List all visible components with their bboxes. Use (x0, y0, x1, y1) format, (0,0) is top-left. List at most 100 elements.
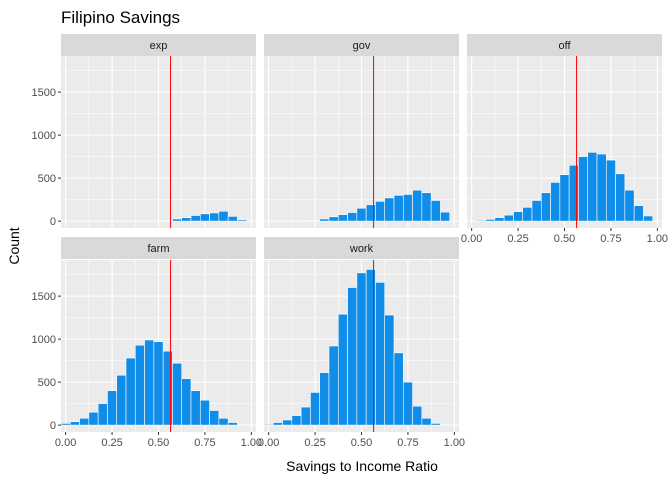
histogram-bar (237, 219, 248, 222)
histogram-bar (209, 410, 220, 426)
histogram-bar (347, 287, 358, 426)
histogram-bar (97, 403, 108, 426)
histogram-bar (605, 159, 616, 222)
histogram-bar (384, 314, 395, 426)
histogram-bar (550, 182, 561, 222)
histogram-bar (402, 381, 413, 426)
x-axis-title: Savings to Income Ratio (286, 458, 438, 474)
histogram-bar (144, 339, 155, 426)
histogram-bar (393, 195, 404, 222)
facet-strip-label: exp (150, 40, 168, 52)
histogram-bar (375, 282, 386, 426)
x-axis-tick-label: 0.00 (461, 233, 482, 245)
histogram-bar (578, 156, 589, 222)
histogram-bar (218, 417, 229, 426)
facet-strip (61, 237, 256, 259)
x-axis-tick-label: 0.00 (55, 437, 76, 449)
x-axis-tick-label: 1.00 (444, 437, 465, 449)
histogram-bar (218, 210, 229, 222)
histogram-bar (107, 390, 118, 426)
histogram-bar (430, 200, 441, 222)
x-axis-tick-label: 1.00 (241, 437, 262, 449)
x-axis-tick-label: 0.25 (507, 233, 528, 245)
histogram-bar (412, 189, 423, 222)
histogram-bar (421, 192, 432, 222)
histogram-bar (328, 345, 339, 426)
histogram-bar (227, 422, 238, 426)
facet-strip (264, 34, 459, 56)
histogram-bar (181, 378, 192, 426)
x-axis-tick-label: 0.50 (554, 233, 575, 245)
histogram-bar (402, 194, 413, 222)
facet-panels: exp 0 500 1000 1500 gov off 0.00 0.25 0.50 0.75 1.0… (32, 34, 668, 449)
y-axis-tick-label: 500 (38, 377, 56, 389)
histogram-bar (190, 390, 201, 426)
facet-panel-work: work 0.00 0.25 0.50 0.75 1.00 (258, 237, 465, 449)
histogram-bar (172, 218, 183, 222)
chart-title: Filipino Savings (61, 8, 180, 27)
facet-strip-label: gov (353, 40, 371, 52)
y-axis-tick-label: 1000 (32, 130, 56, 142)
histogram-bar (337, 214, 348, 222)
histogram-bar (347, 212, 358, 222)
histogram-bar (624, 189, 635, 222)
facet-panel-off: off 0.00 0.25 0.50 0.75 1.00 (461, 34, 668, 245)
x-axis-tick-label: 0.00 (258, 437, 279, 449)
facet-strip (467, 34, 662, 56)
x-axis-tick-label: 0.50 (351, 437, 372, 449)
histogram-bar (328, 216, 339, 222)
histogram-bar (475, 219, 486, 222)
histogram-bar (282, 419, 293, 426)
histogram-bar (153, 341, 164, 426)
histogram-bar (181, 217, 192, 222)
histogram-bar (531, 200, 542, 222)
histogram-bar (227, 216, 238, 222)
histogram-bar (421, 417, 432, 426)
histogram-bar (69, 421, 80, 426)
y-axis-title: Count (6, 227, 22, 264)
histogram-bar (643, 215, 654, 222)
y-axis-tick-label: 0 (50, 216, 56, 228)
x-axis-tick-label: 0.75 (194, 437, 215, 449)
histogram-bar (125, 357, 136, 426)
histogram-bar (440, 211, 451, 222)
facet-strip-label: work (349, 243, 374, 255)
histogram-bar (319, 218, 330, 222)
histogram-bar (356, 272, 367, 426)
y-axis-tick-label: 1500 (32, 87, 56, 99)
facet-strip-label: off (558, 40, 571, 52)
histogram-bar (384, 197, 395, 222)
facet-strip (61, 34, 256, 56)
histogram-bar (559, 174, 570, 222)
histogram-bar (596, 153, 607, 222)
facet-strip (264, 237, 459, 259)
histogram-bar (209, 212, 220, 222)
histogram-bar (356, 207, 367, 222)
histogram-bar (60, 423, 71, 426)
histogram-bar (310, 392, 321, 426)
histogram-bar (199, 213, 210, 222)
histogram-bar (190, 215, 201, 222)
histogram-bar (615, 173, 626, 222)
histogram-bar (503, 214, 514, 222)
histogram-bar (263, 423, 274, 426)
y-axis-tick-label: 1000 (32, 334, 56, 346)
histogram-bar (134, 344, 145, 426)
histogram-bar (337, 313, 348, 426)
facet-strip-label: farm (148, 243, 170, 255)
histogram-bar (485, 219, 496, 222)
histogram-bar (172, 362, 183, 426)
x-axis-tick-label: 0.75 (600, 233, 621, 245)
histogram-bar (88, 411, 99, 426)
histogram-bar (393, 352, 404, 426)
histogram-bar (633, 205, 644, 222)
facet-panel-gov: gov (264, 34, 459, 228)
facet-panel-exp: exp 0 500 1000 1500 (32, 34, 256, 228)
histogram-bar (587, 152, 598, 222)
histogram-bar (300, 406, 311, 426)
x-axis-tick-label: 0.75 (397, 437, 418, 449)
histogram-bar (430, 423, 441, 426)
y-axis-tick-label: 0 (50, 420, 56, 432)
facet-panel-farm: farm 0 500 1000 1500 0.00 0.25 0.50 0.75 1.00 (32, 237, 262, 449)
